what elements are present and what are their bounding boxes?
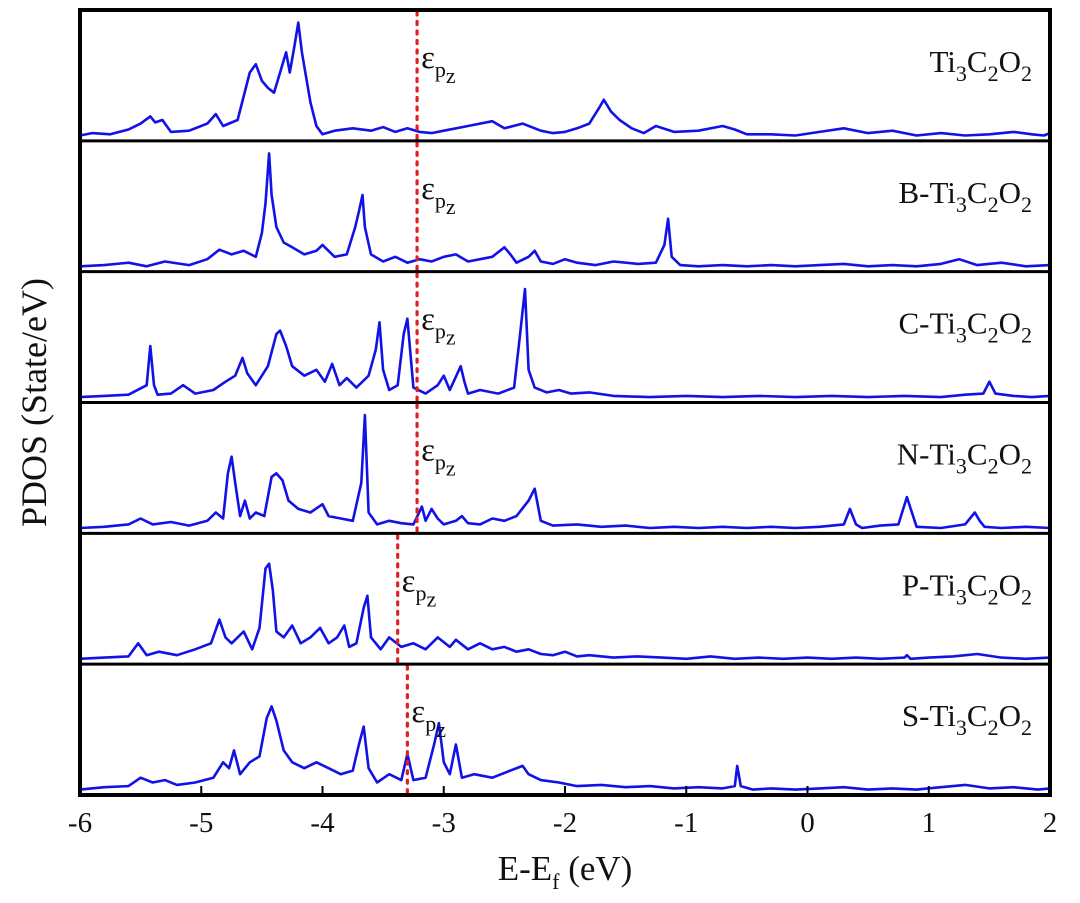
label-text: C <box>967 175 988 210</box>
eps-subscript-z: z <box>436 717 446 742</box>
label-text: C-Ti <box>898 306 956 341</box>
eps-pz-label: εpz <box>421 433 456 481</box>
eps-subscript-p: p <box>435 319 446 344</box>
eps-subscript-z: z <box>427 586 437 611</box>
eps-subscript-p: p <box>416 580 427 605</box>
pdos-series-line <box>78 152 1052 268</box>
x-tick-label: -3 <box>432 807 456 839</box>
label-text: P-Ti <box>902 567 956 602</box>
label-text: Ti <box>929 44 956 79</box>
eps-symbol: ε <box>402 563 416 599</box>
label-subscript: 2 <box>988 323 999 348</box>
panel-label: N-Ti3C2O2 <box>897 437 1032 479</box>
eps-subscript-z: z <box>446 194 456 219</box>
label-subscript: 3 <box>956 584 967 609</box>
pdos-series-line <box>78 287 1052 399</box>
label-subscript: 2 <box>1021 584 1032 609</box>
eps-subscript-z: z <box>446 63 456 88</box>
label-text: S-Ti <box>902 698 956 733</box>
label-subscript: 2 <box>1021 323 1032 348</box>
eps-subscript-z: z <box>446 325 456 350</box>
panel-5: εpz P-Ti3C2O2 <box>78 533 1052 664</box>
label-subscript: 2 <box>988 192 999 217</box>
eps-pz-label: εpz <box>411 694 446 742</box>
plot-frame <box>78 8 1052 797</box>
label-text: O <box>999 44 1021 79</box>
label-text: N-Ti <box>897 437 957 472</box>
panel-label: P-Ti3C2O2 <box>902 567 1032 609</box>
label-text: B-Ti <box>898 175 956 210</box>
panel-6: εpz S-Ti3C2O2 <box>78 664 1052 795</box>
x-tick-label: -4 <box>310 807 335 839</box>
eps-pz-label: εpz <box>402 563 437 611</box>
label-text: O <box>999 306 1021 341</box>
label-subscript: 2 <box>1021 454 1032 479</box>
eps-symbol: ε <box>411 694 425 730</box>
x-tick-label: 0 <box>800 807 815 839</box>
eps-pz-label: εpz <box>421 302 456 350</box>
label-subscript: 2 <box>1021 192 1032 217</box>
label-subscript: 3 <box>956 323 967 348</box>
label-text: C <box>967 698 988 733</box>
label-text: C <box>967 437 988 472</box>
panel-3: εpz C-Ti3C2O2 <box>78 272 1052 403</box>
xlabel-subscript: f <box>552 869 560 894</box>
pdos-series-line <box>78 21 1052 137</box>
panel-4: εpz N-Ti3C2O2 <box>78 402 1052 533</box>
label-text: C <box>967 44 988 79</box>
label-subscript: 2 <box>988 454 999 479</box>
xlabel-main: E-E <box>498 849 552 888</box>
label-subscript: 2 <box>988 584 999 609</box>
panel-label: S-Ti3C2O2 <box>902 698 1032 740</box>
x-tick-label: 1 <box>922 807 937 839</box>
eps-symbol: ε <box>421 171 435 207</box>
label-subscript: 2 <box>1021 61 1032 86</box>
x-tick-label: -2 <box>553 807 577 839</box>
label-text: O <box>999 437 1021 472</box>
eps-subscript-p: p <box>425 711 436 736</box>
label-text: O <box>999 698 1021 733</box>
eps-symbol: ε <box>421 40 435 76</box>
eps-subscript-p: p <box>435 450 446 475</box>
eps-subscript-p: p <box>435 57 446 82</box>
x-tick-label: -6 <box>68 807 92 839</box>
label-subscript: 2 <box>988 61 999 86</box>
label-text: O <box>999 175 1021 210</box>
eps-subscript-p: p <box>435 188 446 213</box>
eps-symbol: ε <box>421 433 435 469</box>
panel-1: εpz Ti3C2O2 <box>78 10 1052 141</box>
label-subscript: 2 <box>988 715 999 740</box>
x-tick-label: 2 <box>1043 807 1058 839</box>
label-subscript: 3 <box>956 454 967 479</box>
panel-2: εpz B-Ti3C2O2 <box>78 141 1052 272</box>
panel-label: B-Ti3C2O2 <box>898 175 1032 217</box>
label-subscript: 2 <box>1021 715 1032 740</box>
x-tick-label: -1 <box>674 807 698 839</box>
eps-pz-label: εpz <box>421 40 456 88</box>
eps-symbol: ε <box>421 302 435 338</box>
y-axis-label: PDOS (State/eV) <box>14 278 54 527</box>
eps-pz-label: εpz <box>421 171 456 219</box>
label-subscript: 3 <box>956 61 967 86</box>
panel-label: Ti3C2O2 <box>929 44 1032 86</box>
panel-label: C-Ti3C2O2 <box>898 306 1032 348</box>
pdos-series-line <box>78 413 1052 530</box>
label-text: C <box>967 306 988 341</box>
label-subscript: 3 <box>956 192 967 217</box>
x-axis: -6 -5 -4 -3 -2 -1 0 1 2 <box>68 786 1057 839</box>
xlabel-unit: (eV) <box>559 849 632 888</box>
eps-subscript-z: z <box>446 456 456 481</box>
pdos-series-line <box>78 705 1052 791</box>
pdos-series-line <box>78 562 1052 661</box>
x-axis-label: E-Ef (eV) <box>498 849 633 894</box>
label-subscript: 3 <box>956 715 967 740</box>
x-tick-label: -5 <box>189 807 213 839</box>
label-text: O <box>999 567 1021 602</box>
label-text: C <box>967 567 988 602</box>
